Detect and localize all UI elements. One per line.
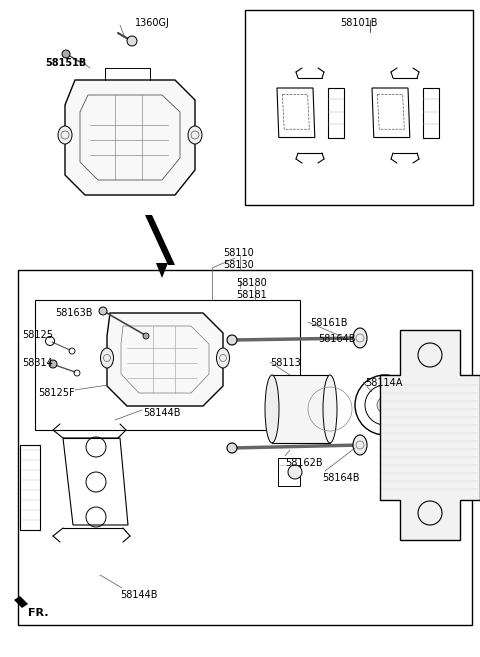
Text: 58125: 58125: [22, 330, 53, 340]
Text: 58314: 58314: [22, 358, 53, 368]
Text: 58161B: 58161B: [310, 318, 348, 328]
Text: 58125F: 58125F: [38, 388, 74, 398]
Text: 58130: 58130: [223, 260, 254, 270]
Ellipse shape: [265, 375, 279, 443]
Text: 58114A: 58114A: [365, 378, 402, 388]
Polygon shape: [107, 313, 223, 406]
Text: 58101B: 58101B: [340, 18, 377, 28]
Circle shape: [99, 307, 107, 315]
Ellipse shape: [353, 328, 367, 348]
Text: 58151B: 58151B: [45, 58, 86, 68]
Polygon shape: [65, 80, 195, 195]
Text: 58162B: 58162B: [285, 458, 323, 468]
Circle shape: [143, 333, 149, 339]
Polygon shape: [145, 215, 175, 265]
Circle shape: [127, 36, 137, 46]
Circle shape: [377, 397, 393, 413]
Polygon shape: [156, 263, 168, 278]
Circle shape: [227, 335, 237, 345]
Circle shape: [288, 465, 302, 479]
Text: 58144B: 58144B: [143, 408, 180, 418]
Bar: [278, 458, 300, 486]
Circle shape: [62, 50, 70, 58]
Polygon shape: [380, 330, 480, 540]
Text: 58110: 58110: [223, 248, 254, 258]
Ellipse shape: [323, 375, 337, 443]
Text: FR.: FR.: [28, 608, 48, 618]
Text: 58180: 58180: [236, 278, 267, 288]
Text: 58163B: 58163B: [55, 308, 93, 318]
Text: 58181: 58181: [236, 290, 267, 300]
Text: 58113: 58113: [270, 358, 301, 368]
Text: 1360GJ: 1360GJ: [135, 18, 170, 28]
Ellipse shape: [100, 348, 113, 368]
Bar: [245, 10, 473, 205]
Circle shape: [49, 360, 57, 368]
Bar: [20, 445, 40, 530]
Bar: [35, 300, 300, 430]
Ellipse shape: [188, 126, 202, 144]
Circle shape: [227, 443, 237, 453]
Polygon shape: [14, 596, 28, 608]
Ellipse shape: [216, 348, 229, 368]
Text: 58164B: 58164B: [322, 473, 360, 483]
Bar: [18, 270, 472, 625]
Ellipse shape: [353, 435, 367, 455]
Ellipse shape: [58, 126, 72, 144]
Text: 58144B: 58144B: [120, 590, 157, 600]
Text: 58164B: 58164B: [318, 334, 356, 344]
Bar: [272, 375, 330, 443]
